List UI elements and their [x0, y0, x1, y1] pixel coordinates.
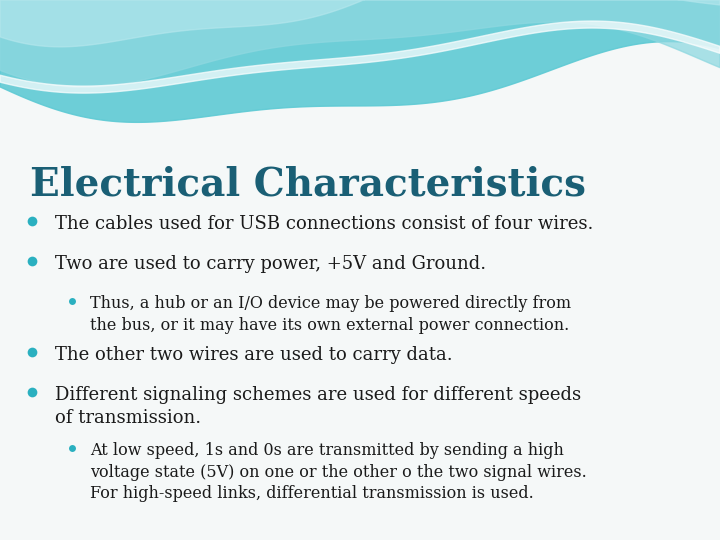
Text: Thus, a hub or an I/O device may be powered directly from
the bus, or it may hav: Thus, a hub or an I/O device may be powe… — [90, 295, 571, 334]
Text: At low speed, 1s and 0s are transmitted by sending a high
voltage state (5V) on : At low speed, 1s and 0s are transmitted … — [90, 442, 587, 502]
Text: Electrical Characteristics: Electrical Characteristics — [30, 165, 586, 203]
Text: The cables used for USB connections consist of four wires.: The cables used for USB connections cons… — [55, 215, 593, 233]
Text: The other two wires are used to carry data.: The other two wires are used to carry da… — [55, 346, 453, 364]
Text: Different signaling schemes are used for different speeds
of transmission.: Different signaling schemes are used for… — [55, 386, 581, 427]
Text: Two are used to carry power, +5V and Ground.: Two are used to carry power, +5V and Gro… — [55, 255, 486, 273]
